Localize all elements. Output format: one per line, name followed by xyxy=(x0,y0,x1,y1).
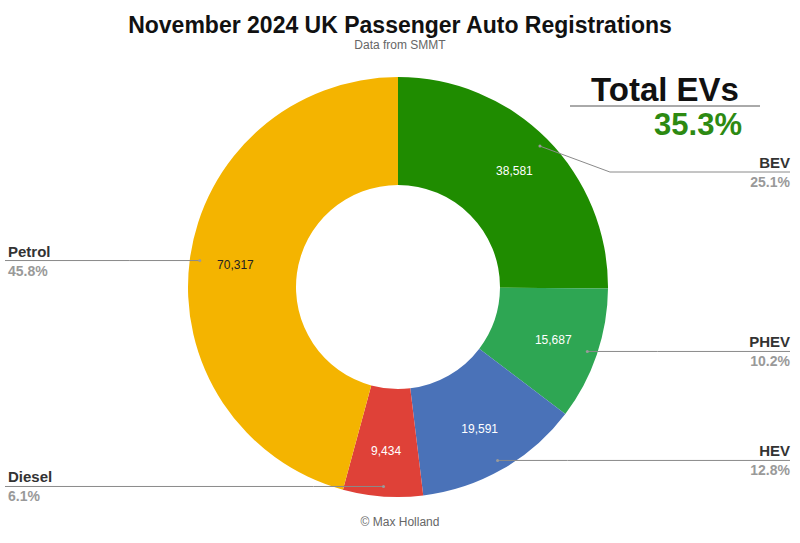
category-label: Petrol xyxy=(8,243,51,260)
value-label: 9,434 xyxy=(371,444,401,458)
leader-line xyxy=(498,460,790,461)
percent-label: 25.1% xyxy=(750,174,790,190)
percent-label: 6.1% xyxy=(8,488,40,504)
leader-line xyxy=(587,351,790,352)
annotation-heading: Total EVs xyxy=(591,71,739,108)
annotation-value: 35.3% xyxy=(654,107,742,142)
subtitle: Data from SMMT xyxy=(354,38,446,52)
leader-line xyxy=(5,260,200,261)
leader-dot xyxy=(586,350,589,353)
category-label: HEV xyxy=(759,442,790,459)
percent-label: 12.8% xyxy=(750,462,790,478)
category-label: PHEV xyxy=(749,333,790,350)
percent-label: 45.8% xyxy=(8,263,48,279)
value-label: 15,687 xyxy=(535,333,572,347)
value-label: 70,317 xyxy=(217,258,254,272)
value-label: 38,581 xyxy=(496,164,533,178)
leader-line xyxy=(5,486,384,487)
value-label: 19,591 xyxy=(461,422,498,436)
title: November 2024 UK Passenger Auto Registra… xyxy=(128,12,672,38)
leader-dot xyxy=(382,485,385,488)
slice xyxy=(398,77,608,289)
leader-dot xyxy=(496,459,499,462)
slices xyxy=(188,77,608,497)
credit: © Max Holland xyxy=(361,515,440,529)
slice xyxy=(410,349,565,496)
category-label: BEV xyxy=(759,154,790,171)
percent-label: 10.2% xyxy=(750,353,790,369)
leader-line xyxy=(540,146,790,172)
labels: 38,581 BEV 25.1% 15,687 PHEV 10.2% 19,591 HEV 12… xyxy=(5,145,791,505)
slice xyxy=(188,77,398,490)
chart-container: November 2024 UK Passenger Auto Registra… xyxy=(0,0,800,543)
chart-svg: November 2024 UK Passenger Auto Registra… xyxy=(0,0,800,543)
leader-dot xyxy=(538,145,541,148)
category-label: Diesel xyxy=(8,468,52,485)
background xyxy=(0,0,800,543)
leader-dot xyxy=(198,259,201,262)
